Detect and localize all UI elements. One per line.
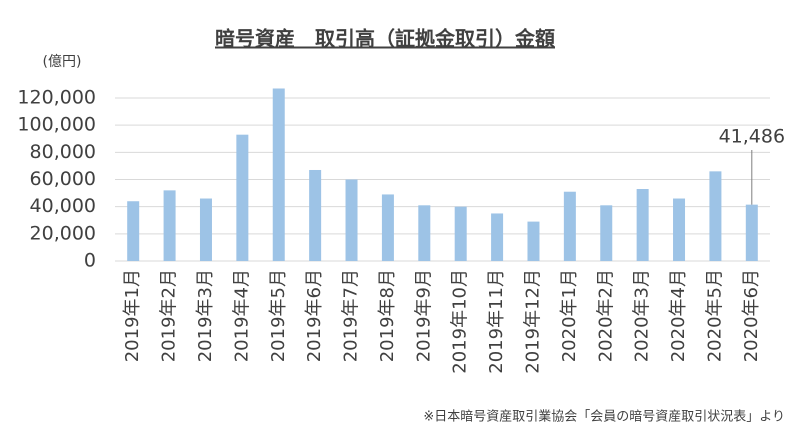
x-tick-label: 2019年10月 — [450, 269, 471, 374]
y-tick-label: 0 — [84, 250, 96, 272]
bar — [199, 198, 212, 261]
x-tick-label: 2019年11月 — [486, 269, 507, 374]
chart-title: 暗号資産 取引高（証拠金取引）金額 — [215, 27, 555, 51]
y-axis-label: (億円) — [43, 54, 82, 70]
y-tick-label: 80,000 — [30, 141, 96, 163]
bar — [272, 88, 285, 261]
bar — [236, 134, 249, 261]
x-tick-label: 2019年2月 — [159, 269, 180, 362]
bar — [673, 198, 686, 261]
x-tick-label: 2019年3月 — [195, 269, 216, 362]
bar — [563, 191, 576, 261]
x-tick-label: 2019年12月 — [522, 269, 543, 374]
x-tick-label: 2020年4月 — [668, 269, 689, 362]
y-tick-label: 60,000 — [30, 168, 96, 190]
bar — [127, 201, 140, 261]
bar — [600, 205, 613, 261]
x-tick-label: 2019年6月 — [304, 269, 325, 362]
x-tick-label: 2019年4月 — [231, 269, 252, 362]
x-tick-label: 2019年9月 — [413, 269, 434, 362]
bar — [491, 213, 504, 261]
bar — [381, 194, 394, 261]
bar — [163, 190, 176, 261]
bar — [418, 205, 431, 261]
x-tick-label: 2019年5月 — [268, 269, 289, 362]
bar — [709, 171, 722, 261]
bar — [527, 221, 540, 261]
value-label: 41,486 — [719, 126, 785, 148]
y-tick-label: 20,000 — [30, 222, 96, 244]
y-tick-label: 120,000 — [17, 87, 96, 109]
bar — [636, 189, 649, 261]
x-tick-label: 2019年8月 — [377, 269, 398, 362]
x-tick-label: 2020年3月 — [632, 269, 653, 362]
bar — [745, 204, 758, 261]
y-tick-label: 40,000 — [30, 195, 96, 217]
source-note: ※日本暗号資産取引業協会「会員の暗号資産取引状況表」より — [423, 409, 785, 425]
y-tick-label: 100,000 — [17, 114, 96, 136]
bar — [309, 169, 322, 261]
bar — [454, 206, 467, 261]
x-tick-label: 2020年6月 — [741, 269, 762, 362]
bar — [345, 179, 358, 261]
x-tick-label: 2020年5月 — [704, 269, 725, 362]
x-tick-label: 2019年1月 — [122, 269, 143, 362]
x-tick-label: 2019年7月 — [341, 269, 362, 362]
x-tick-label: 2020年1月 — [559, 269, 580, 362]
x-tick-label: 2020年2月 — [595, 269, 616, 362]
